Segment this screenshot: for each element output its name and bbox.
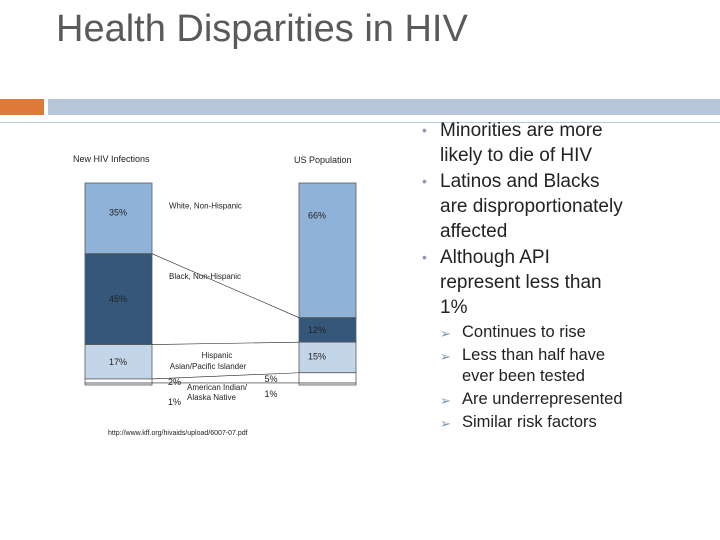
bullet-text-line: represent less than — [440, 272, 602, 293]
left-bar-title: New HIV Infections — [73, 154, 150, 164]
stacked-bar-chart: New HIV Infections US Population 35% 45% 1… — [73, 154, 357, 437]
bullet-1: • Latinos and Blacks are disproportionatel… — [420, 169, 716, 244]
sub-bullet-marker-icon: ➢ — [440, 416, 451, 431]
category-labels: White, Non-Hispanic Black, Non-Hispanic Hi… — [169, 201, 248, 402]
slide-title: Health Disparities in HIV — [56, 8, 468, 50]
bar-segment-left-3 — [84, 378, 153, 384]
bar-segment-left-4 — [84, 382, 153, 386]
sub-bullets: ➢ Continues to rise ➢ Less than half have ev… — [420, 322, 716, 433]
bar-segment-right-4 — [298, 382, 357, 386]
sub-bullet-marker-icon: ➢ — [440, 393, 451, 408]
value-label-left-2: 17% — [109, 357, 127, 367]
category-label-2: Hispanic — [202, 351, 233, 360]
value-label-right-3: 5% — [264, 374, 277, 384]
main-bullets: • Minorities are more likely to die of HIV… — [420, 118, 716, 320]
value-label-right-4: 1% — [264, 389, 277, 399]
sub-bullet-text-line: Are underrepresented — [462, 390, 623, 408]
category-label-3: Asian/Pacific Islander — [170, 362, 247, 371]
bullet-list: • Minorities are more likely to die of HIV… — [420, 118, 716, 434]
category-label-1: Black, Non-Hispanic — [169, 272, 241, 281]
value-label-left-0: 35% — [109, 207, 127, 217]
sub-bullet-text-line: Similar risk factors — [462, 413, 597, 431]
bar-segment-left-2 — [84, 344, 153, 380]
bullet-marker-icon: • — [422, 249, 427, 265]
source-url: http://www.kff.org/hivaids/upload/6007-0… — [108, 430, 248, 437]
connector-line-2 — [151, 372, 300, 380]
value-label-right-1: 12% — [308, 325, 326, 335]
bullet-text-line: affected — [440, 221, 508, 242]
sub-bullet-marker-icon: ➢ — [440, 326, 451, 341]
value-label-left-4: 1% — [168, 397, 181, 407]
accent-bar-blue — [48, 99, 720, 115]
connector-line-1 — [151, 341, 300, 345]
sub-bullet-3: ➢ Similar risk factors — [420, 412, 716, 433]
connector-line-0 — [151, 253, 300, 318]
connector-lines — [151, 253, 300, 384]
value-label-right-2: 15% — [308, 351, 326, 361]
bullet-2: • Although API represent less than 1% — [420, 245, 716, 320]
category-label-0: White, Non-Hispanic — [169, 201, 242, 210]
bar-segment-right-2 — [298, 341, 357, 374]
bullet-text-line: 1% — [440, 297, 468, 318]
bullet-text-line: Although API — [440, 247, 550, 268]
value-label-right-0: 66% — [308, 210, 326, 220]
bullet-text-line: Latinos and Blacks — [440, 171, 600, 192]
sub-bullet-text-line: Less than half have — [462, 346, 606, 364]
bullet-text-line: are disproportionately — [440, 196, 623, 217]
sub-bullet-text-line: ever been tested — [462, 367, 585, 385]
bullet-marker-icon: • — [422, 122, 427, 138]
bullet-marker-icon: • — [422, 173, 427, 189]
sub-bullet-text-line: Continues to rise — [462, 323, 586, 341]
sub-bullet-2: ➢ Are underrepresented — [420, 389, 716, 410]
bullet-text-line: likely to die of HIV — [440, 145, 593, 166]
accent-divider-line — [0, 122, 720, 123]
left-stacked-bar: 35% 45% 17% 2% 1% — [84, 182, 181, 407]
value-label-left-1: 45% — [109, 294, 127, 304]
category-label-4: American Indian/Alaska Native — [187, 383, 248, 402]
right-stacked-bar: 66% 12% 15% 5% 1% — [264, 182, 357, 399]
bullet-text-line: Minorities are more — [440, 120, 603, 141]
right-bar-title: US Population — [294, 155, 352, 165]
bullet-0: • Minorities are more likely to die of HIV — [420, 118, 716, 168]
bar-segment-right-0 — [298, 182, 357, 319]
accent-bar-orange — [0, 99, 44, 115]
sub-bullet-marker-icon: ➢ — [440, 349, 451, 364]
sub-bullet-0: ➢ Continues to rise — [420, 322, 716, 343]
bar-segment-right-3 — [298, 372, 357, 384]
value-label-left-3: 2% — [168, 377, 181, 387]
bar-segment-left-0 — [84, 182, 153, 255]
sub-bullet-1: ➢ Less than half have ever been tested — [420, 345, 716, 387]
